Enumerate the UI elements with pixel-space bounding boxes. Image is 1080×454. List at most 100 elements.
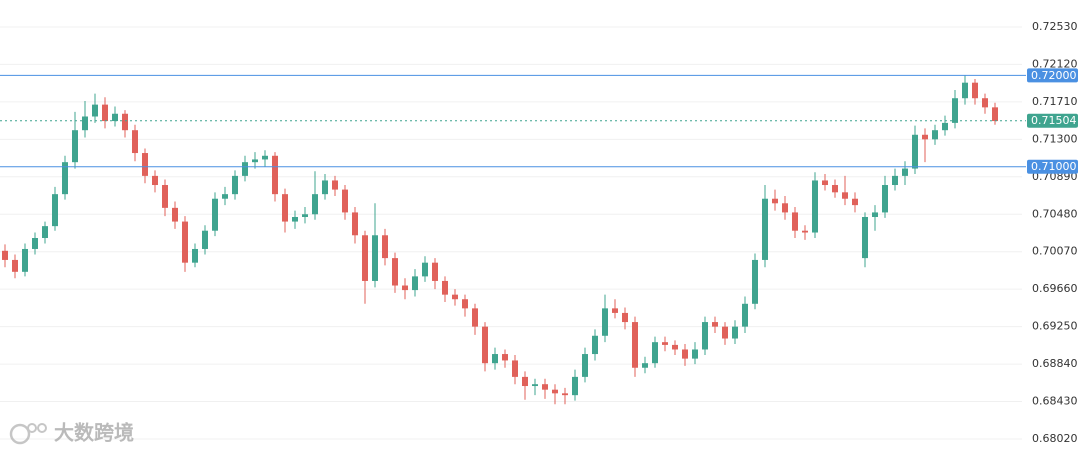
candle-body bbox=[962, 82, 968, 99]
candle-body bbox=[522, 376, 528, 387]
candle-body bbox=[802, 230, 808, 233]
candle-body bbox=[742, 303, 748, 327]
price-label-box bbox=[1027, 113, 1078, 128]
candle-body bbox=[132, 130, 138, 154]
candle-body bbox=[22, 248, 28, 272]
candle-body bbox=[122, 113, 128, 131]
candle-body bbox=[422, 262, 428, 277]
candle-body bbox=[892, 175, 898, 186]
candle-body bbox=[642, 363, 648, 368]
candle-body bbox=[582, 354, 588, 377]
candle-body bbox=[792, 212, 798, 231]
candle-body bbox=[92, 104, 98, 117]
candle-body bbox=[292, 216, 298, 222]
candle-body bbox=[382, 235, 388, 259]
y-tick-label: 0.68430 bbox=[1032, 395, 1078, 408]
candle-body bbox=[282, 194, 288, 222]
candle-body bbox=[112, 113, 118, 122]
price-label-box bbox=[1027, 159, 1078, 174]
candle-body bbox=[932, 130, 938, 140]
candle-body bbox=[952, 98, 958, 123]
candle-body bbox=[202, 230, 208, 249]
candle-body bbox=[322, 180, 328, 195]
price-label-box bbox=[1027, 68, 1078, 83]
candle-body bbox=[562, 393, 568, 396]
candle-body bbox=[872, 212, 878, 217]
candle-body bbox=[532, 384, 538, 387]
candle-body bbox=[992, 107, 998, 122]
candle-body bbox=[362, 235, 368, 281]
candle-body bbox=[842, 192, 848, 199]
candle-body bbox=[812, 180, 818, 233]
candle-body bbox=[632, 322, 638, 368]
candle-body bbox=[592, 335, 598, 355]
candle-body bbox=[982, 98, 988, 108]
y-tick-label: 0.68840 bbox=[1032, 357, 1078, 370]
candle-body bbox=[472, 308, 478, 327]
candle-body bbox=[232, 175, 238, 195]
candle-body bbox=[252, 159, 258, 163]
candle-body bbox=[452, 294, 458, 300]
watermark-logo bbox=[9, 423, 47, 445]
candle-body bbox=[602, 308, 608, 336]
candle-body bbox=[922, 134, 928, 140]
candle-body bbox=[162, 185, 168, 208]
candle-body bbox=[12, 259, 18, 272]
candle-body bbox=[492, 354, 498, 364]
candle-body bbox=[832, 185, 838, 193]
candle-body bbox=[52, 194, 58, 227]
candle-body bbox=[772, 198, 778, 204]
candle-body bbox=[62, 162, 68, 195]
candle-body bbox=[702, 322, 708, 350]
candle-body bbox=[102, 104, 108, 122]
candle-body bbox=[142, 153, 148, 176]
candle-body bbox=[402, 285, 408, 291]
candle-body bbox=[682, 349, 688, 359]
candle-body bbox=[82, 116, 88, 131]
candle-body bbox=[752, 259, 758, 304]
y-tick-label: 0.68020 bbox=[1032, 432, 1078, 445]
candle-body bbox=[312, 194, 318, 215]
candle-body bbox=[482, 326, 488, 364]
candle-body bbox=[342, 189, 348, 213]
candle-body bbox=[712, 322, 718, 327]
candle-body bbox=[722, 326, 728, 339]
y-tick-label: 0.70480 bbox=[1032, 207, 1078, 220]
candle-body bbox=[732, 326, 738, 339]
candle-body bbox=[2, 250, 8, 260]
candle-body bbox=[192, 248, 198, 263]
price-label: 0.72000 bbox=[1031, 69, 1077, 82]
y-tick-label: 0.71710 bbox=[1032, 95, 1078, 108]
candle-body bbox=[242, 162, 248, 176]
candle-body bbox=[302, 214, 308, 217]
candle-body bbox=[552, 389, 558, 394]
candle-body bbox=[822, 180, 828, 186]
y-tick-label: 0.69250 bbox=[1032, 320, 1078, 333]
candle-body bbox=[332, 180, 338, 190]
candle-body bbox=[392, 258, 398, 286]
candle-body bbox=[622, 312, 628, 323]
watermark: 大数跨境 bbox=[54, 421, 134, 445]
candle-body bbox=[852, 198, 858, 206]
candle-body bbox=[512, 360, 518, 377]
candle-body bbox=[352, 212, 358, 236]
candle-body bbox=[432, 262, 438, 281]
candle-body bbox=[272, 155, 278, 195]
candle-body bbox=[942, 122, 948, 131]
candle-body bbox=[182, 221, 188, 263]
candle-body bbox=[972, 82, 978, 99]
y-tick-label: 0.70070 bbox=[1032, 245, 1078, 258]
candle-body bbox=[542, 384, 548, 390]
candle-body bbox=[152, 175, 158, 186]
candle-body bbox=[462, 299, 468, 309]
candle-body bbox=[172, 207, 178, 222]
candle-body bbox=[652, 342, 658, 364]
candle-body bbox=[442, 280, 448, 295]
candle-body bbox=[572, 376, 578, 396]
candle-body bbox=[262, 155, 268, 160]
candle-body bbox=[762, 198, 768, 260]
candle-body bbox=[882, 185, 888, 213]
candle-body bbox=[692, 349, 698, 359]
